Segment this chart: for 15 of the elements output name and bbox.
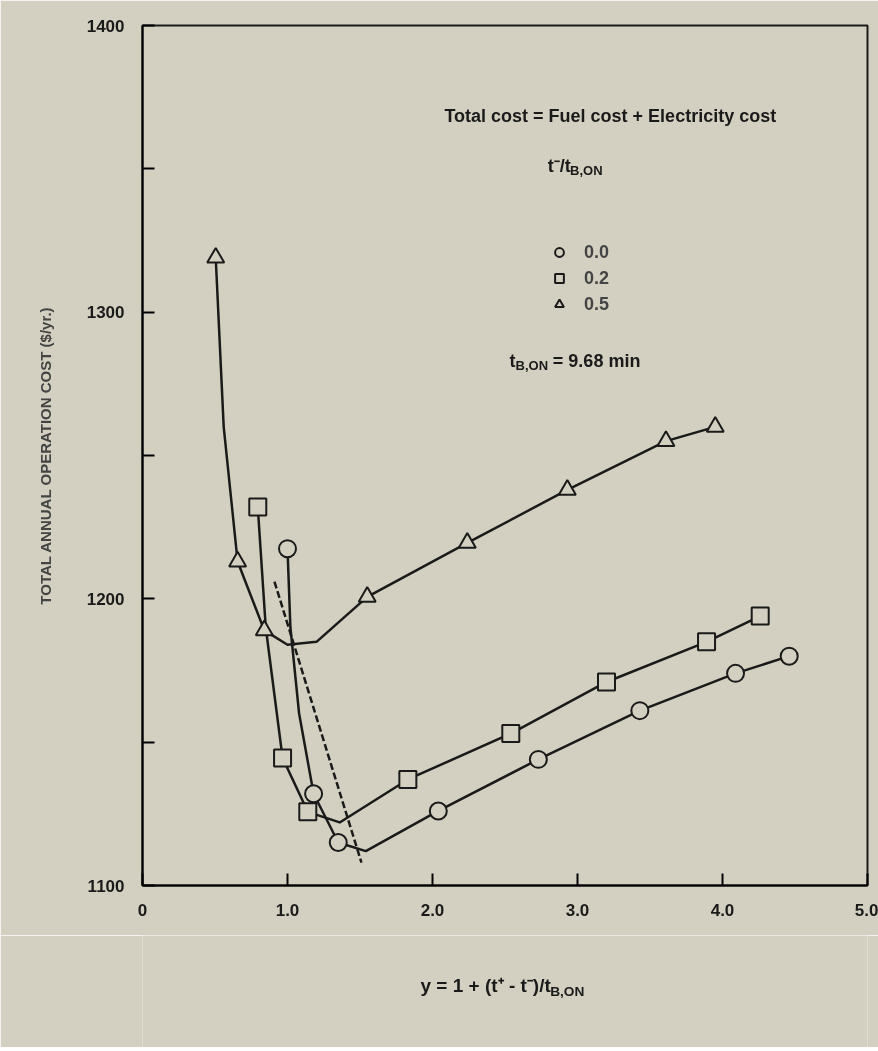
x-tick-label: 0: [137, 900, 148, 920]
y-tick-label: 1400: [86, 16, 125, 36]
y-tick-label: 1200: [86, 589, 125, 609]
x-tick-label: 1.0: [275, 900, 300, 920]
x-tick-label: 5.0: [854, 900, 878, 920]
annotation: Total cost = Fuel cost + Electricity cost: [444, 105, 777, 126]
legend-label: 0.5: [584, 293, 610, 315]
y-axis-title: TOTAL ANNUAL OPERATION COST ($/yr.): [36, 307, 54, 605]
x-tick-label: 4.0: [710, 900, 735, 920]
x-tick-label: 3.0: [565, 900, 590, 920]
y-tick-label: 1300: [86, 303, 125, 323]
legend-label: 0.0: [584, 241, 610, 263]
y-tick-label: 1100: [87, 876, 125, 896]
x-tick-label: 2.0: [420, 900, 445, 920]
legend-label: 0.2: [584, 267, 610, 289]
